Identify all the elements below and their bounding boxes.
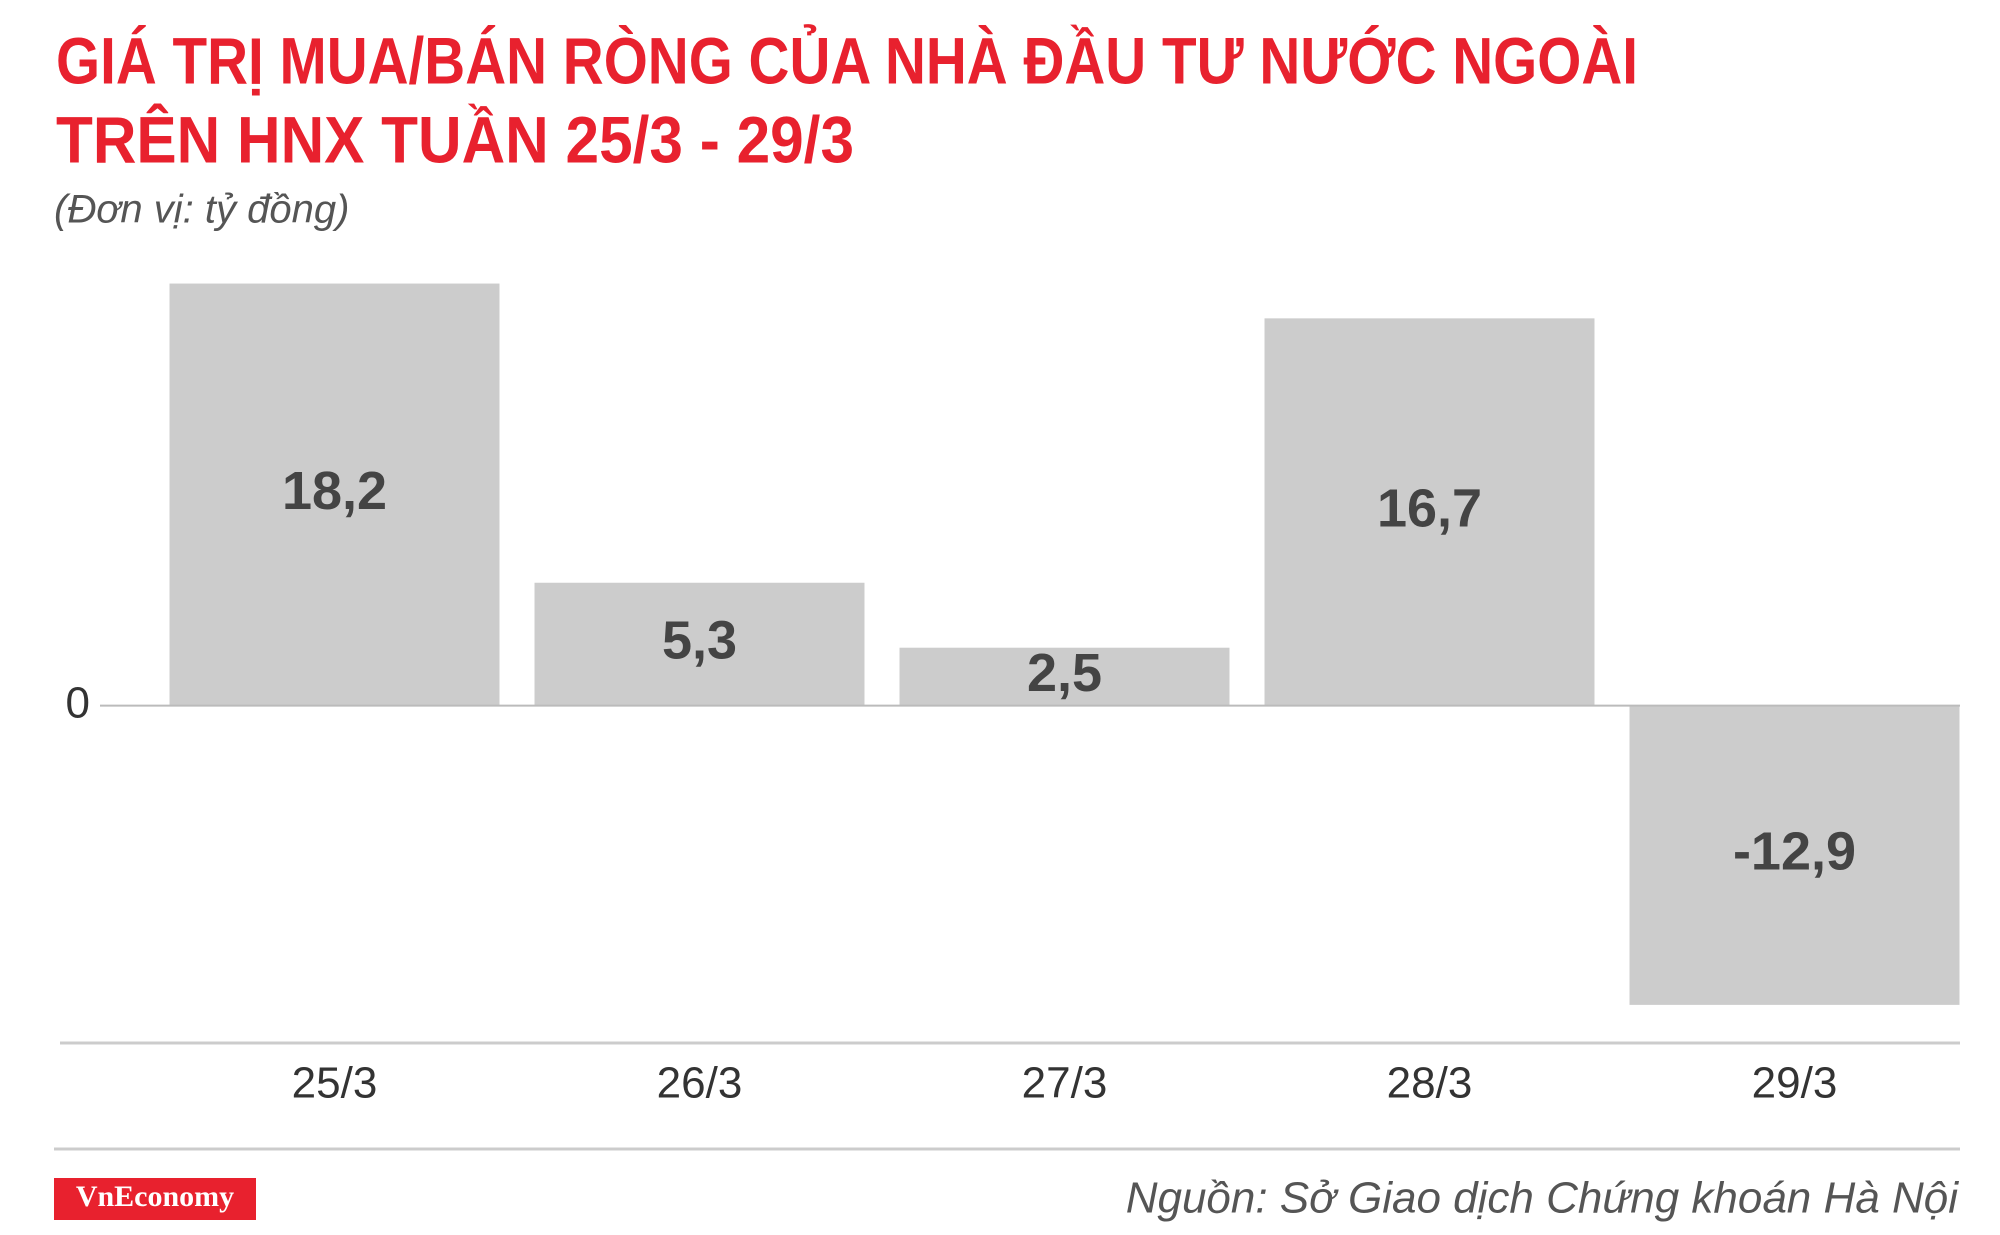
logo-box [54, 1178, 256, 1220]
data-label: 5,3 [662, 610, 737, 670]
x-tick-label: 27/3 [1022, 1059, 1108, 1108]
data-label: 16,7 [1377, 478, 1482, 538]
data-label: -12,9 [1733, 822, 1856, 882]
x-tick-label: 25/3 [292, 1059, 378, 1108]
chart-title: TRÊN HNX TUẦN 25/3 - 29/3 [56, 102, 854, 176]
x-tick-label: 29/3 [1752, 1059, 1838, 1108]
y-tick-label: 0 [66, 678, 90, 727]
bar [1264, 318, 1595, 706]
chart-subtitle: (Đơn vị: tỷ đồng) [54, 188, 349, 232]
bar [1629, 705, 1960, 1005]
x-tick-label: 28/3 [1387, 1059, 1473, 1108]
chart-title: GIÁ TRỊ MUA/BÁN RÒNG CỦA NHÀ ĐẦU TƯ NƯỚC… [56, 23, 1638, 97]
bar [899, 647, 1230, 706]
data-label: 2,5 [1027, 643, 1102, 703]
source: Nguồn: Sở Giao dịch Chứng khoán Hà Nội [1126, 1174, 1960, 1223]
x-tick-label: 26/3 [657, 1059, 743, 1108]
logo: VnEconomy [76, 1180, 234, 1213]
bar [169, 283, 500, 706]
bar [534, 582, 865, 706]
data-label: 18,2 [282, 461, 387, 521]
